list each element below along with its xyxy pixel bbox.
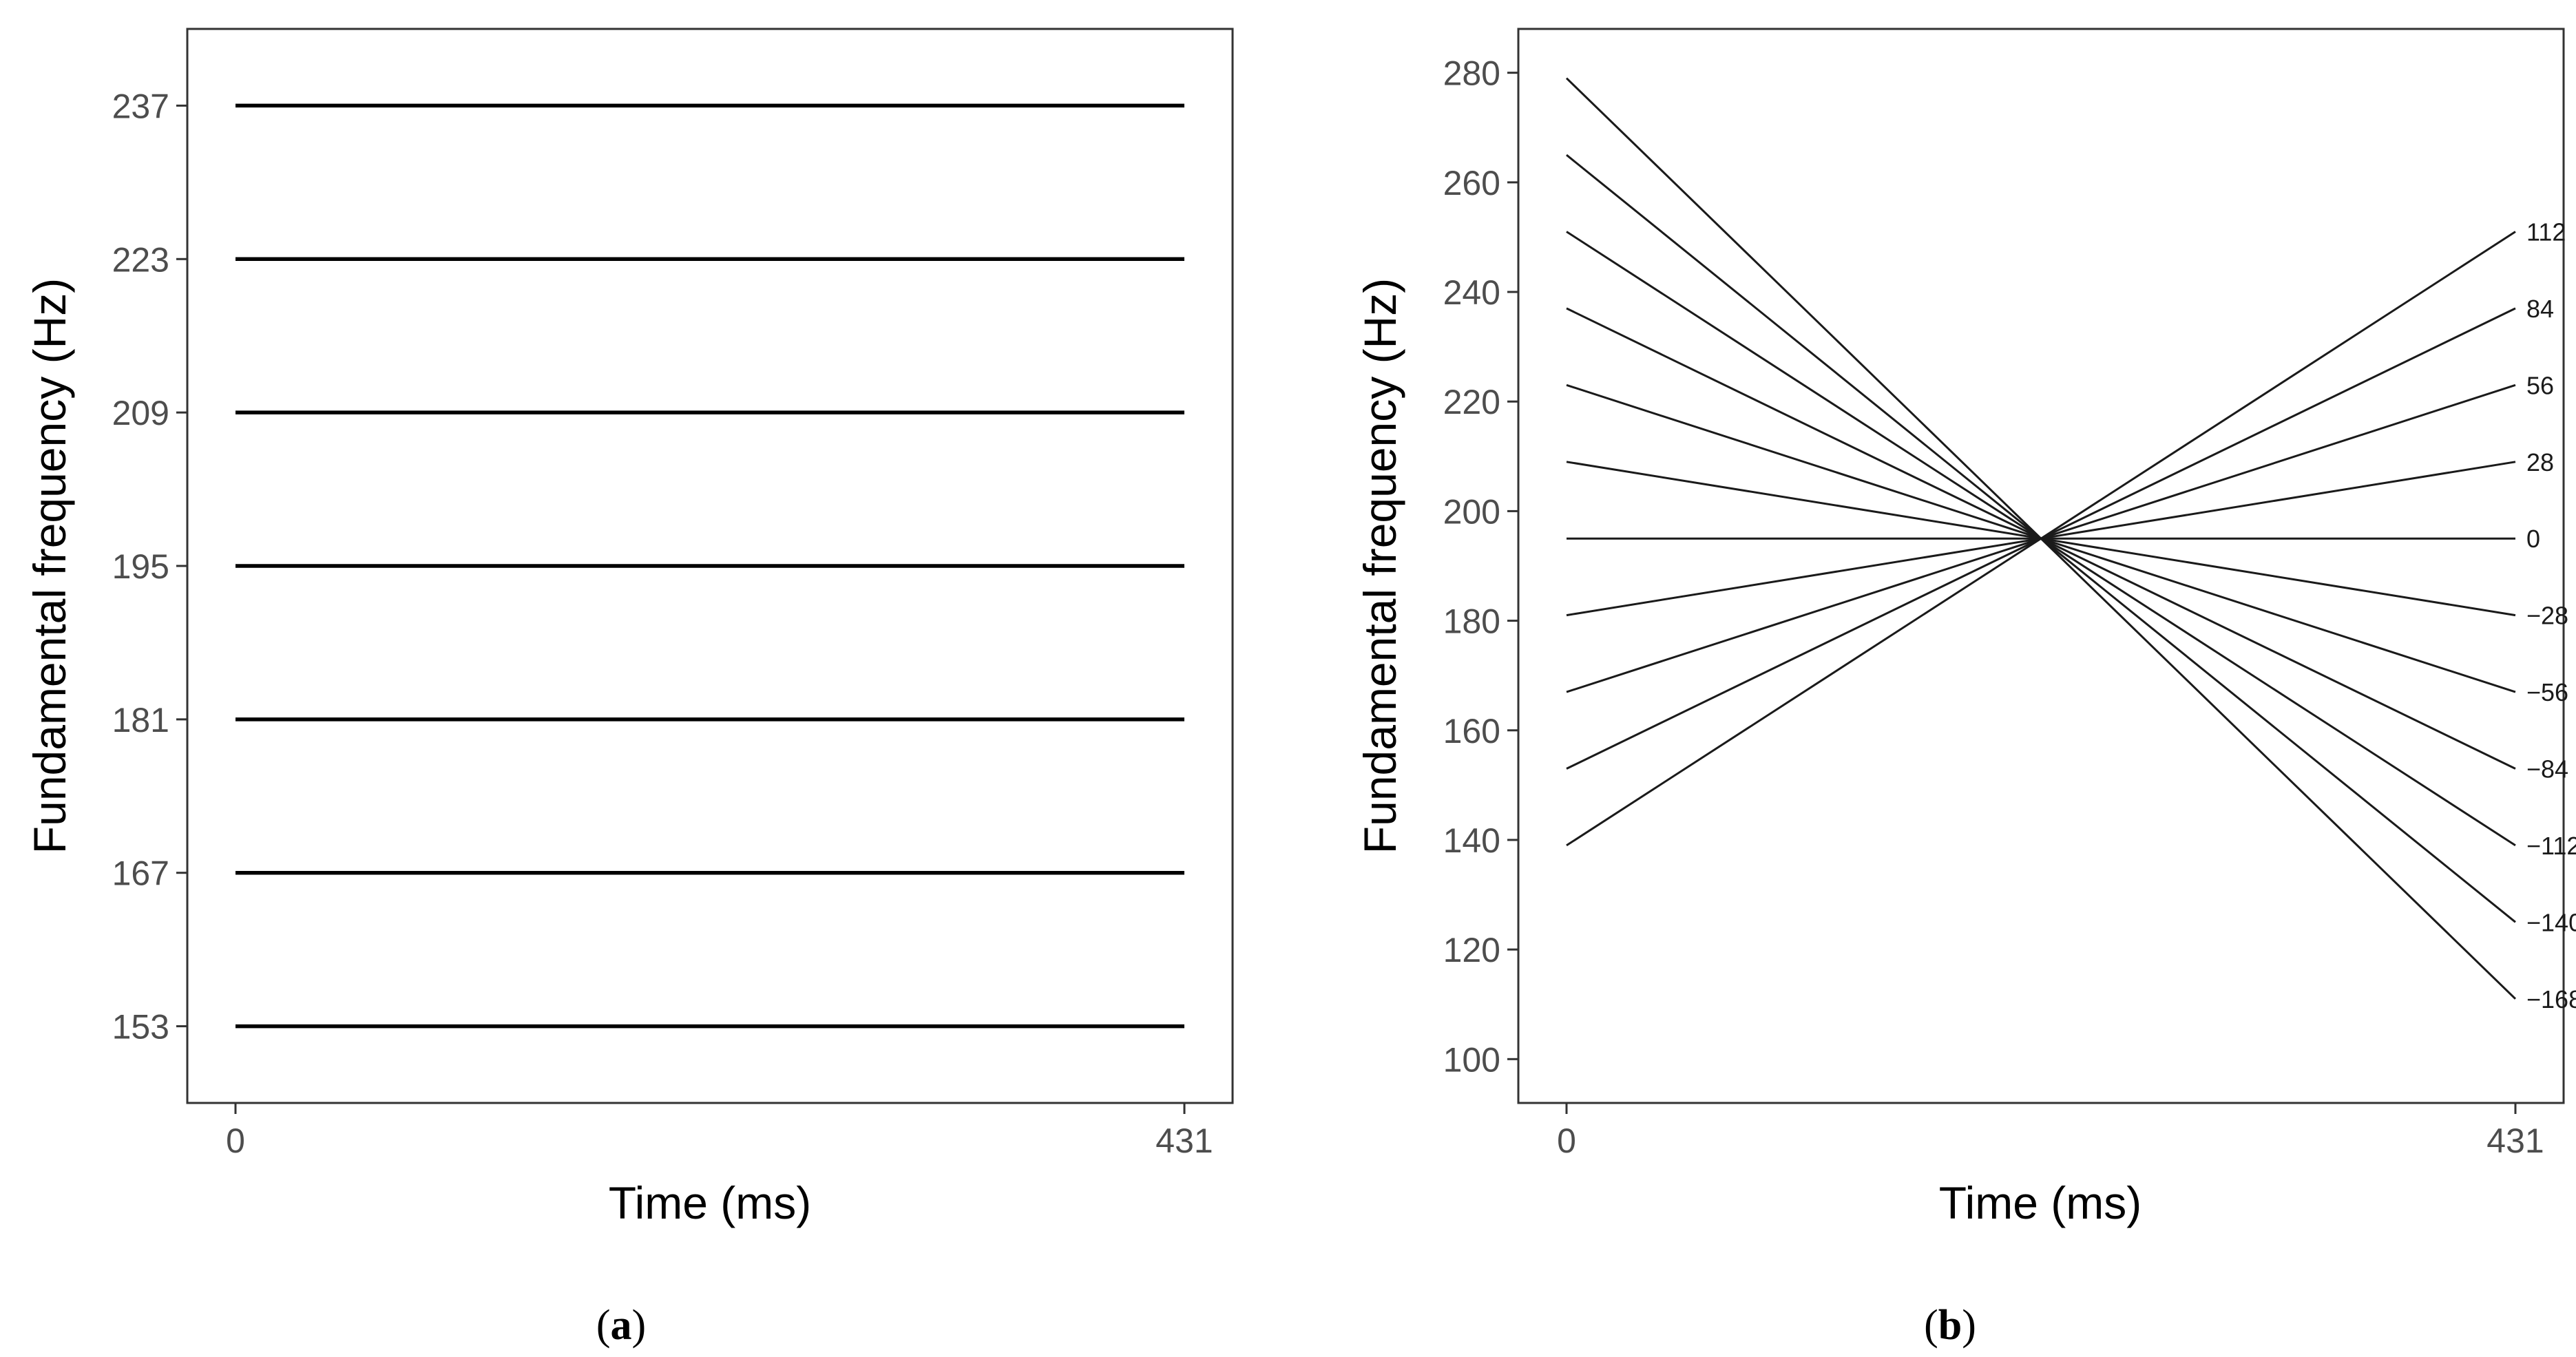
panel-b-caption: (b) <box>1924 1302 1976 1349</box>
panel-a-y-axis: 153 167 181 195 209 223 237 <box>112 87 187 1046</box>
panel-a-y-tick-label: 223 <box>112 240 169 279</box>
panel-b-y-tick-label: 140 <box>1443 821 1500 860</box>
panel-b-series-line-11 <box>1565 77 2517 1000</box>
panel-a-y-tick-label: 237 <box>112 87 169 125</box>
line-label: 56 <box>2526 371 2554 399</box>
panel-b-y-axis: 100 120 140 160 180 200 220 240 260 280 <box>1443 54 1518 1079</box>
panel-b-y-axis-title: Fundamental frequency (Hz) <box>1354 278 1405 854</box>
panel-b-lines <box>1565 77 2517 1000</box>
panel-a-y-tick-label: 167 <box>112 854 169 893</box>
panel-b-x-tick-label: 431 <box>2486 1122 2544 1160</box>
line-label: 0 <box>2526 525 2540 553</box>
line-label: −168 <box>2526 985 2576 1013</box>
line-label: 84 <box>2526 295 2554 323</box>
panel-b-y-tick-label: 260 <box>1443 164 1500 202</box>
panel-b-line-labels: 112 84 56 28 0 −28 −56 −84 −112 −140 −168 <box>2526 218 2576 1013</box>
line-label: −56 <box>2526 678 2568 706</box>
panel-b-y-tick-label: 220 <box>1443 383 1500 421</box>
panel-b-y-tick-label: 100 <box>1443 1040 1500 1079</box>
panel-b-y-tick-label: 160 <box>1443 712 1500 750</box>
panel-a-chart: 153 167 181 195 209 223 237 0 431 Time (ms) Fun… <box>24 28 1234 1228</box>
panel-a-x-tick-label: 431 <box>1155 1122 1213 1160</box>
panel-a-caption: (a) <box>596 1302 646 1349</box>
panel-b-y-tick-label: 240 <box>1443 273 1500 312</box>
panel-b-x-axis: 0 431 <box>1557 1103 2544 1160</box>
line-label: −84 <box>2526 755 2568 783</box>
line-label: 112 <box>2526 218 2566 246</box>
panel-a-y-tick-label: 181 <box>112 701 169 739</box>
panel-b-y-tick-label: 200 <box>1443 492 1500 531</box>
panel-b-y-tick-label: 180 <box>1443 602 1500 641</box>
panel-b-x-tick-label: 0 <box>1557 1122 1576 1160</box>
panel-a-y-tick-label: 195 <box>112 547 169 586</box>
panel-a-y-tick-label: 153 <box>112 1008 169 1046</box>
panel-a-x-tick-label: 0 <box>226 1122 245 1160</box>
panel-b-plot-area <box>1517 28 2565 1104</box>
panel-b-y-tick-label: 120 <box>1443 931 1500 969</box>
line-label: 28 <box>2526 448 2554 476</box>
line-label: −112 <box>2526 832 2576 860</box>
panel-a-y-axis-title: Fundamental frequency (Hz) <box>24 278 75 854</box>
line-label: −140 <box>2526 908 2576 936</box>
panel-b-y-tick-label: 280 <box>1443 54 1500 93</box>
line-label: −28 <box>2526 602 2568 630</box>
panel-a-x-axis-title: Time (ms) <box>609 1177 812 1228</box>
panel-b-x-axis-title: Time (ms) <box>1939 1177 2142 1228</box>
panel-a-x-axis: 0 431 <box>226 1103 1213 1160</box>
panel-a-y-tick-label: 209 <box>112 394 169 432</box>
panel-a-lines <box>235 103 1184 1029</box>
